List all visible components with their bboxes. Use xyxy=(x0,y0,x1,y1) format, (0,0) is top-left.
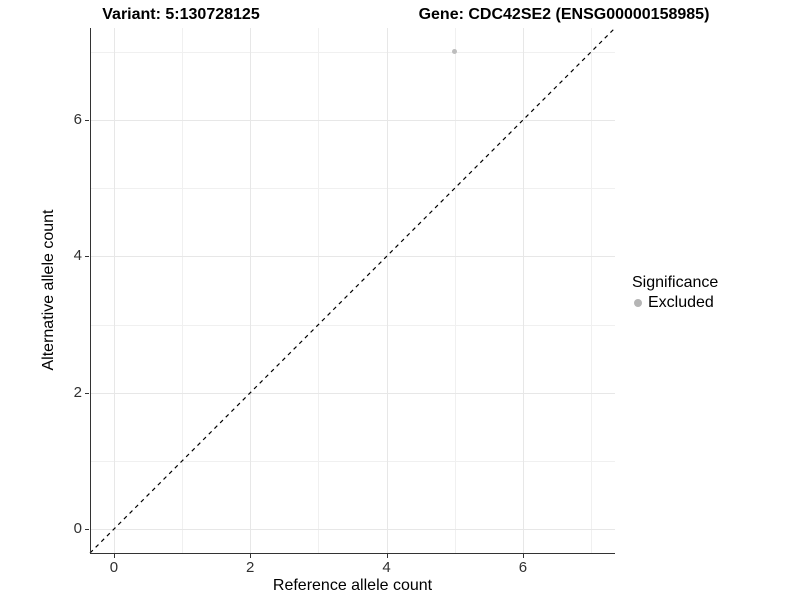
grid-major-v xyxy=(250,28,252,553)
identity-dashed-line xyxy=(89,27,616,554)
y-tick-label: 6 xyxy=(73,111,82,129)
y-tick-mark xyxy=(85,120,89,122)
x-tick-label: 6 xyxy=(518,559,528,576)
variant-title: Variant: 5:130728125 xyxy=(102,6,260,23)
grid-minor-h xyxy=(90,460,615,462)
grid-major-h xyxy=(90,120,615,122)
y-tick-label: 4 xyxy=(73,247,82,265)
x-tick-mark xyxy=(250,554,252,558)
x-tick-mark xyxy=(522,554,524,558)
x-tick-label: 2 xyxy=(246,559,255,576)
legend-title: Significance xyxy=(632,274,719,291)
x-tick-label: 4 xyxy=(382,559,391,576)
grid-major-v xyxy=(386,28,388,553)
grid-minor-v xyxy=(454,28,456,553)
grid-major-h xyxy=(90,256,615,258)
gene-title: Gene: CDC42SE2 (ENSG00000158985) xyxy=(418,6,710,23)
x-tick-mark xyxy=(386,554,388,558)
x-axis-line xyxy=(90,553,615,554)
y-axis-title: Alternative allele count xyxy=(40,209,57,371)
legend-item-label: Excluded xyxy=(648,294,714,311)
grid-minor-v xyxy=(591,28,593,553)
legend-item-excluded: Excluded xyxy=(632,294,797,312)
y-tick-label: 2 xyxy=(73,383,82,401)
y-tick-mark xyxy=(85,392,89,394)
grid-minor-v xyxy=(318,28,320,553)
grid-minor-h xyxy=(90,51,615,53)
grid-minor-h xyxy=(90,188,615,190)
grid-minor-v xyxy=(182,28,184,553)
x-axis-title: Reference allele count xyxy=(272,577,433,594)
x-tick-label: 0 xyxy=(109,559,119,576)
legend: Significance Excluded xyxy=(632,274,797,312)
grid-major-h xyxy=(90,392,615,394)
legend-items: Excluded xyxy=(632,294,797,312)
x-tick-mark xyxy=(113,554,115,558)
grid-major-v xyxy=(113,28,115,553)
data-point-excluded xyxy=(452,49,458,55)
grid-minor-h xyxy=(90,324,615,326)
grid-major-v xyxy=(522,28,524,553)
y-tick-label: 0 xyxy=(73,520,82,538)
grid-major-h xyxy=(90,529,615,531)
legend-key-dot xyxy=(634,299,642,307)
y-tick-mark xyxy=(85,256,89,258)
y-axis-line xyxy=(90,28,91,553)
y-tick-mark xyxy=(85,529,89,531)
